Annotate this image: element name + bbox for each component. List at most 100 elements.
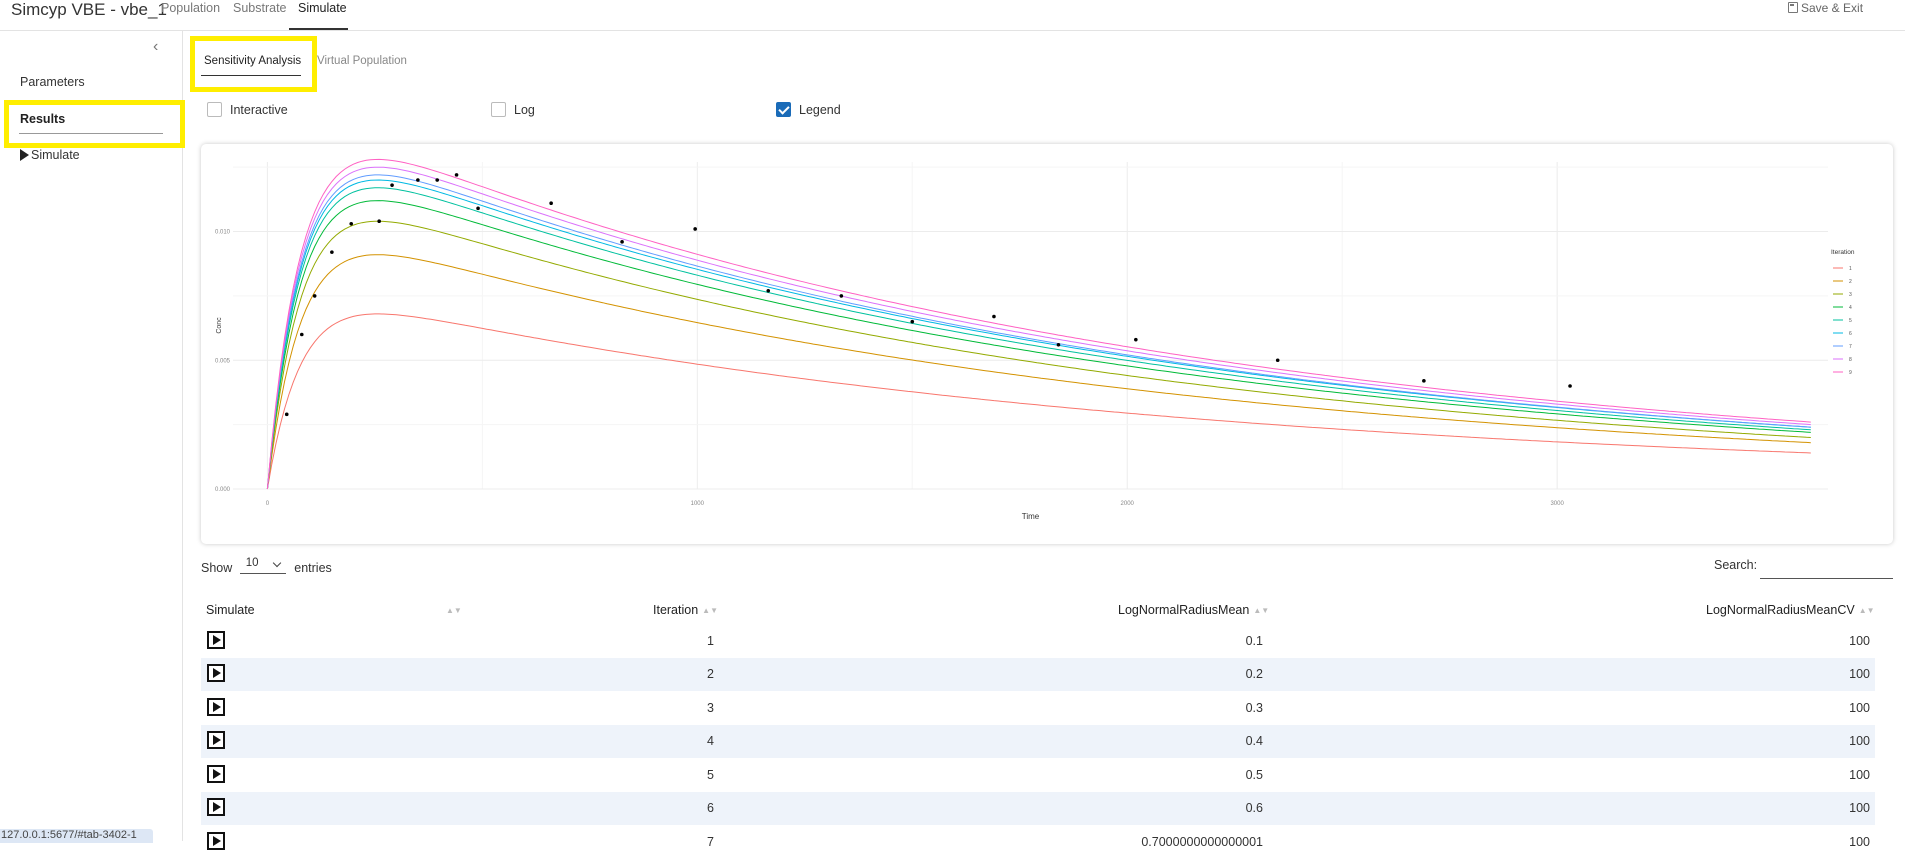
series-line-9 (266, 158, 1811, 490)
sidebar-item-parameters[interactable]: Parameters (20, 75, 85, 89)
simulate-play-button[interactable] (207, 664, 225, 682)
observed-point (330, 250, 334, 254)
observed-point (349, 221, 354, 226)
simulate-play-button[interactable] (207, 631, 225, 649)
series-line-1 (266, 313, 1811, 490)
page-length-select[interactable]: 10 (239, 557, 286, 574)
observed-point (910, 319, 915, 324)
series-line-5 (266, 187, 1811, 490)
column-header-lognormalradiusmean[interactable]: LogNormalRadiusMean ▲▼ (1118, 603, 1270, 617)
legend-label: 4 (1849, 305, 1852, 311)
iteration-cell: 7 (707, 835, 714, 849)
active-tab-indicator (289, 28, 348, 30)
entries-label: entries (294, 561, 332, 575)
nav-tab-simulate[interactable]: Simulate (298, 1, 347, 15)
tab-virtual-population[interactable]: Virtual Population (317, 55, 407, 67)
interactive-checkbox-box[interactable] (207, 102, 222, 117)
mean-cell: 0.5 (1245, 768, 1263, 782)
chevron-left-icon[interactable]: ‹ (153, 38, 159, 55)
log-checkbox-box[interactable] (491, 102, 506, 117)
table-row: 4 0.4 100 (201, 725, 1875, 758)
y-tick-label: 0.000 (215, 487, 231, 493)
cv-cell: 100 (1849, 768, 1870, 782)
observed-point (476, 206, 480, 211)
observed-point (299, 332, 304, 337)
app-title: Simcyp VBE - vbe_1 (11, 0, 167, 19)
legend-label: 1 (1849, 266, 1852, 272)
cv-cell: 100 (1849, 634, 1870, 648)
cv-cell: 100 (1849, 701, 1870, 715)
tab-sensitivity-analysis[interactable]: Sensitivity Analysis (204, 55, 302, 67)
mean-cell: 0.7000000000000001 (1141, 835, 1263, 849)
simulate-play-button[interactable] (207, 731, 225, 749)
observed-point (454, 173, 459, 177)
iteration-cell: 5 (707, 768, 714, 782)
sidebar-item-results[interactable]: Results (20, 112, 66, 126)
sidebar-item-simulate-label: Simulate (31, 148, 80, 162)
observed-point (435, 178, 440, 182)
observed-point (390, 183, 394, 187)
legend-label: 5 (1849, 318, 1852, 324)
observed-point (766, 288, 771, 293)
show-entries-control: Show 10 entries (201, 557, 332, 575)
column-header-iteration[interactable]: Iteration ▲▼ (653, 603, 719, 617)
x-tick-label: 3000 (1550, 501, 1564, 507)
legend-label: Legend (799, 103, 841, 117)
x-tick-label: 2000 (1121, 501, 1135, 507)
mean-cell: 0.6 (1245, 801, 1263, 815)
simulate-play-button[interactable] (207, 698, 225, 716)
simulate-play-button[interactable] (207, 765, 225, 783)
legend-label: 2 (1849, 279, 1852, 285)
observed-point (1275, 358, 1280, 363)
simulate-play-button[interactable] (207, 832, 225, 850)
observed-point (312, 294, 317, 298)
search-input[interactable] (1760, 560, 1893, 579)
column-header-simulate[interactable]: Simulate (206, 603, 255, 617)
nav-tab-population[interactable]: Population (161, 1, 221, 15)
legend-checkbox[interactable]: Legend (776, 102, 841, 117)
legend-label: 9 (1849, 370, 1852, 376)
mean-cell: 0.2 (1245, 667, 1263, 681)
show-label: Show (201, 561, 233, 575)
observed-point (284, 412, 289, 417)
observed-point (839, 294, 844, 298)
log-checkbox[interactable]: Log (491, 102, 535, 117)
cv-cell: 100 (1849, 667, 1870, 681)
y-axis-label: Conc (216, 317, 223, 334)
observed-point (992, 314, 996, 319)
x-tick-label: 1000 (691, 501, 705, 507)
observed-point (1568, 384, 1572, 388)
sidebar (0, 31, 183, 841)
save-exit-button[interactable]: Save & Exit (1788, 1, 1863, 15)
iteration-cell: 3 (707, 701, 714, 715)
legend-label: 6 (1849, 331, 1852, 337)
concentration-chart: 0 1000 2000 3000 0.000 0.005 0.010 Time Conc Iter… (215, 158, 1855, 521)
iteration-cell: 4 (707, 734, 714, 748)
cv-cell: 100 (1849, 835, 1870, 849)
subtab-active-underline (201, 75, 301, 76)
iteration-cell: 2 (707, 667, 714, 681)
observed-point (1056, 343, 1061, 347)
save-exit-label: Save & Exit (1801, 1, 1864, 15)
table-row: 1 0.1 100 (201, 625, 1875, 658)
observed-point (377, 219, 381, 224)
url-status-bar: 127.0.0.1:5677/#tab-3402-1 (0, 829, 153, 843)
sidebar-active-underline (19, 133, 163, 134)
legend-label: 8 (1849, 357, 1852, 363)
sort-icon[interactable]: ▲▼ (446, 606, 462, 615)
mean-cell: 0.4 (1245, 734, 1263, 748)
cv-cell: 100 (1849, 734, 1870, 748)
legend-checkbox-box[interactable] (776, 102, 791, 117)
observed-point (620, 240, 624, 244)
nav-tab-substrate[interactable]: Substrate (233, 1, 287, 15)
simulate-play-button[interactable] (207, 798, 225, 816)
sort-icon: ▲▼ (702, 606, 719, 615)
iteration-cell: 6 (707, 801, 714, 815)
column-header-lognormalradiusmeancv[interactable]: LogNormalRadiusMeanCV ▲▼ (1706, 603, 1875, 617)
sidebar-item-simulate[interactable]: Simulate (20, 148, 80, 162)
save-icon (1788, 2, 1798, 13)
table-row: 7 0.7000000000000001 100 (201, 826, 1875, 859)
observed-point (1422, 379, 1426, 383)
observed-point (549, 201, 553, 205)
interactive-checkbox[interactable]: Interactive (207, 102, 288, 117)
